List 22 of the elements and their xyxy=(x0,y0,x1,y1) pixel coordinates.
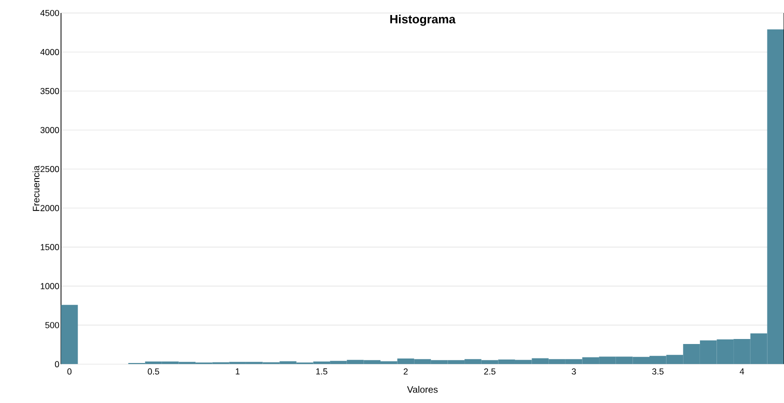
y-tick-label: 2500 xyxy=(40,166,60,172)
x-axis-title: Valores xyxy=(407,386,438,393)
y-tick-label: 4000 xyxy=(40,48,60,56)
y-tick-label: 4500 xyxy=(40,10,60,16)
y-tick-label: 500 xyxy=(45,322,60,328)
y-tick-label: 1000 xyxy=(40,282,60,290)
y-axis-title: Frecuencia xyxy=(32,165,40,211)
y-tick-label: 0 xyxy=(54,361,60,368)
y-tick-label: 3500 xyxy=(40,88,60,94)
y-tick-label: 1500 xyxy=(40,244,60,250)
x-tick-label: 2.5 xyxy=(484,368,496,374)
x-tick-label: 0 xyxy=(67,368,72,374)
x-tick-label: 1 xyxy=(236,368,240,374)
x-tick-label: 2 xyxy=(404,368,408,374)
chart-title: Histograma xyxy=(390,14,456,26)
x-tick-label: 3.5 xyxy=(652,368,664,374)
y-tick-label: 3000 xyxy=(40,126,60,134)
x-tick-label: 1.5 xyxy=(316,368,328,374)
x-tick-label: 0.5 xyxy=(148,368,160,374)
y-tick-label: 2000 xyxy=(40,204,60,212)
x-tick-label: 4 xyxy=(740,368,744,374)
x-tick-label: 3 xyxy=(572,368,576,374)
